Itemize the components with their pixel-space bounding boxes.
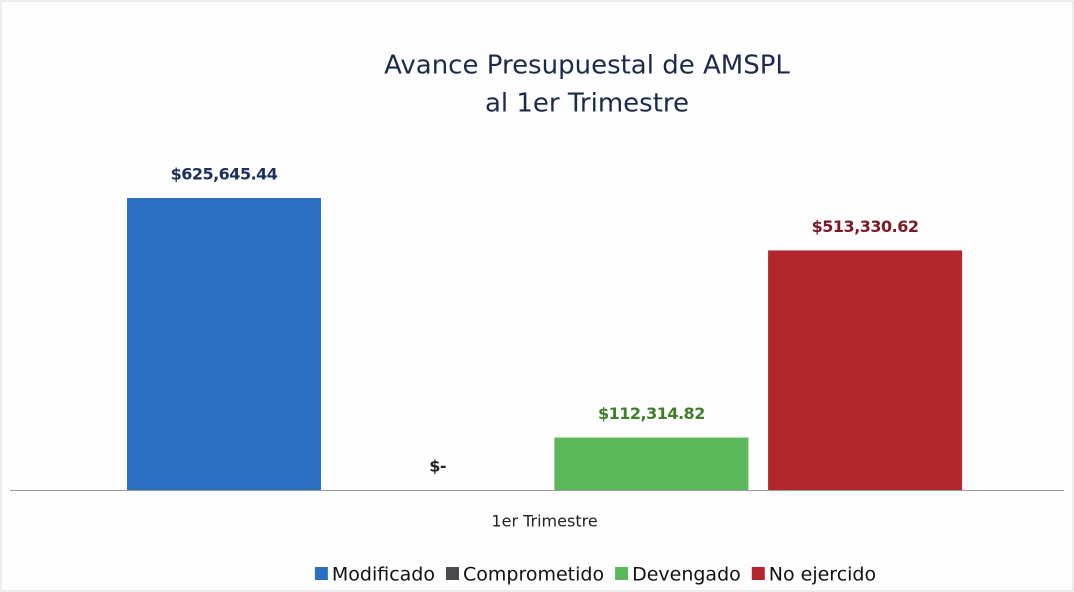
legend-swatch: [314, 567, 328, 580]
legend-swatch: [751, 567, 765, 580]
value-label: $625,645.44: [171, 165, 278, 184]
legend-label: Modificado: [332, 564, 435, 586]
x-tick-label: 1er Trimestre: [491, 512, 597, 531]
value-label: $513,330.62: [812, 217, 919, 236]
bar: [768, 250, 963, 490]
value-label: $112,314.82: [598, 404, 705, 423]
legend-label: Comprometido: [463, 564, 604, 586]
bar: [127, 198, 321, 490]
legend-label: No ejercido: [769, 564, 876, 586]
legend-label: Devengado: [632, 564, 741, 586]
bar: [554, 437, 749, 490]
value-label: $-: [429, 457, 446, 476]
chart-subtitle: al 1er Trimestre: [485, 89, 689, 119]
chart-title: Avance Presupuestal de AMSPL: [384, 51, 790, 81]
legend-swatch: [615, 567, 629, 580]
legend-swatch: [445, 567, 459, 580]
